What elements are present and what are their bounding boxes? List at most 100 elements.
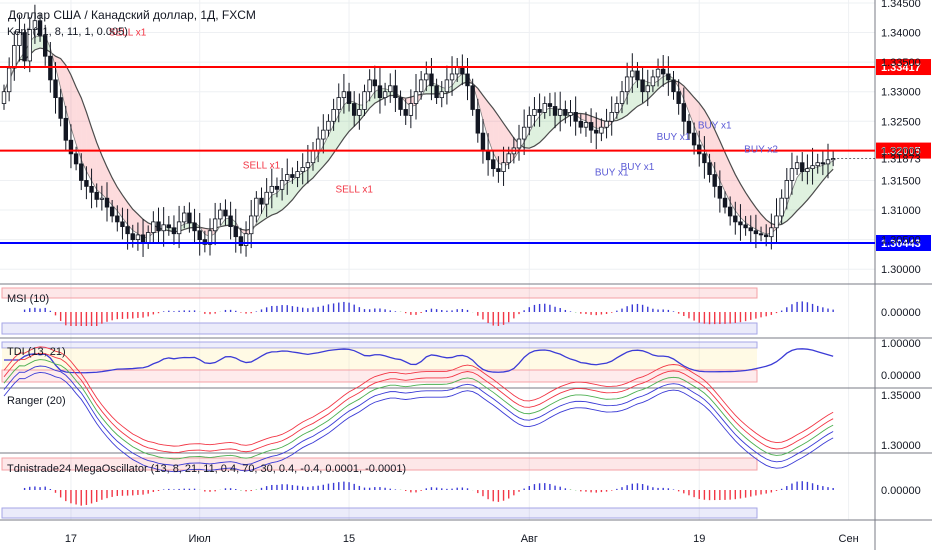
cloud-segment bbox=[822, 163, 828, 181]
cloud-segment bbox=[117, 187, 123, 218]
candle-body bbox=[1, 91, 7, 104]
candle-body bbox=[331, 109, 336, 122]
candle-body bbox=[697, 144, 702, 155]
candle-body bbox=[130, 233, 135, 241]
candle-body bbox=[187, 212, 192, 224]
candle-body bbox=[403, 109, 408, 116]
candle-body bbox=[89, 185, 94, 193]
candle-body bbox=[413, 91, 419, 104]
mega-oscillator-label[interactable]: Tdnistrade24 MegaOscillator (13, 8, 21, … bbox=[7, 463, 407, 475]
candle-body bbox=[295, 171, 300, 178]
cloud-segment bbox=[529, 122, 535, 149]
candle-body bbox=[676, 91, 681, 104]
cloud-segment bbox=[802, 167, 808, 206]
candle-body bbox=[233, 226, 238, 238]
candle-body bbox=[269, 185, 274, 193]
cloud-segment bbox=[699, 103, 705, 149]
candle-body bbox=[171, 227, 177, 235]
tdi-line bbox=[4, 348, 834, 374]
candle-body bbox=[779, 197, 784, 217]
candle-body bbox=[346, 91, 352, 104]
ranger-line bbox=[3, 371, 834, 473]
mega-upper-band bbox=[1, 457, 758, 471]
candle-body bbox=[491, 159, 496, 170]
cloud-segment bbox=[539, 110, 545, 143]
cloud-segment bbox=[683, 85, 689, 113]
msi-indicator-label[interactable]: MSI (10) bbox=[7, 293, 50, 305]
candle-body bbox=[182, 212, 187, 223]
candle-body bbox=[604, 120, 609, 128]
candle-body bbox=[558, 109, 563, 116]
cloud-segment bbox=[781, 205, 787, 225]
candle-body bbox=[115, 215, 120, 223]
cloud-segment bbox=[580, 113, 586, 121]
candle-body bbox=[351, 103, 357, 116]
cloud-segment bbox=[719, 140, 725, 192]
candle-body bbox=[68, 139, 74, 155]
signal-label: BUY x2 bbox=[744, 145, 778, 156]
candle-body bbox=[599, 126, 604, 134]
cloud-segment bbox=[627, 85, 633, 116]
candle-body bbox=[218, 209, 223, 220]
candle-body bbox=[825, 159, 831, 165]
time-tick-label: Сен bbox=[839, 533, 859, 545]
cloud-segment bbox=[688, 91, 695, 126]
tdi-indicator-label[interactable]: TDI (13, 21) bbox=[7, 346, 66, 358]
level-label-bg bbox=[876, 234, 931, 251]
candle-body bbox=[166, 224, 171, 229]
cloud-segment bbox=[750, 200, 756, 230]
tdi-mid-band bbox=[2, 348, 757, 370]
sub-tick-label: 1.00000 bbox=[881, 338, 921, 350]
signal-label: SELL x1 bbox=[243, 161, 281, 172]
cloud-segment bbox=[725, 152, 731, 202]
cloud-segment bbox=[704, 110, 710, 160]
signal-label: SELL x1 bbox=[109, 28, 147, 39]
candle-body bbox=[22, 32, 27, 62]
candle-body bbox=[568, 112, 573, 116]
price-tick-label: 1.33500 bbox=[881, 57, 921, 69]
candle-body bbox=[63, 117, 68, 141]
candle-body bbox=[315, 138, 321, 152]
ranger-indicator-label[interactable]: Ranger (20) bbox=[7, 395, 66, 407]
candle-body bbox=[521, 126, 527, 140]
cloud-segment bbox=[477, 88, 483, 120]
candle-body bbox=[429, 73, 434, 87]
candle-body bbox=[830, 158, 836, 161]
cloud-segment bbox=[616, 107, 622, 121]
candle-body bbox=[805, 168, 810, 172]
candle-body bbox=[630, 70, 635, 78]
candle-body bbox=[820, 162, 826, 165]
candle-body bbox=[655, 68, 661, 78]
cloud-segment bbox=[55, 56, 61, 89]
candle-body bbox=[691, 132, 697, 146]
cloud-segment bbox=[261, 202, 267, 222]
candle-body bbox=[43, 35, 48, 57]
candle-body bbox=[594, 129, 599, 134]
sub-tick-label: 0.00000 bbox=[881, 307, 921, 319]
candle-body bbox=[794, 162, 800, 170]
candle-body bbox=[769, 227, 774, 238]
cloud-segment bbox=[786, 190, 792, 222]
cloud-segment bbox=[318, 145, 324, 173]
cloud-segment bbox=[797, 170, 803, 211]
candle-body bbox=[424, 73, 429, 81]
cloud-segment bbox=[132, 209, 138, 234]
signal-label: BUY x1 bbox=[698, 120, 732, 131]
cloud-segment bbox=[658, 76, 664, 90]
candle-body bbox=[588, 122, 594, 131]
kent-slow-line bbox=[3, 47, 834, 233]
ranger-line bbox=[3, 346, 834, 447]
candle-body bbox=[228, 215, 233, 228]
kent-indicator-label[interactable]: Kent (21, 8, 11, 1, 0.005) bbox=[7, 26, 128, 38]
candle-body bbox=[279, 180, 285, 190]
candle-body bbox=[722, 197, 728, 208]
price-tick-label: 1.31000 bbox=[881, 205, 921, 217]
cloud-segment bbox=[524, 132, 530, 149]
cloud-segment bbox=[807, 167, 813, 200]
cloud-segment bbox=[493, 108, 499, 163]
price-tick-label: 1.32500 bbox=[881, 116, 921, 128]
candle-body bbox=[485, 150, 491, 161]
candle-body bbox=[671, 79, 676, 93]
cloud-segment bbox=[276, 187, 283, 214]
